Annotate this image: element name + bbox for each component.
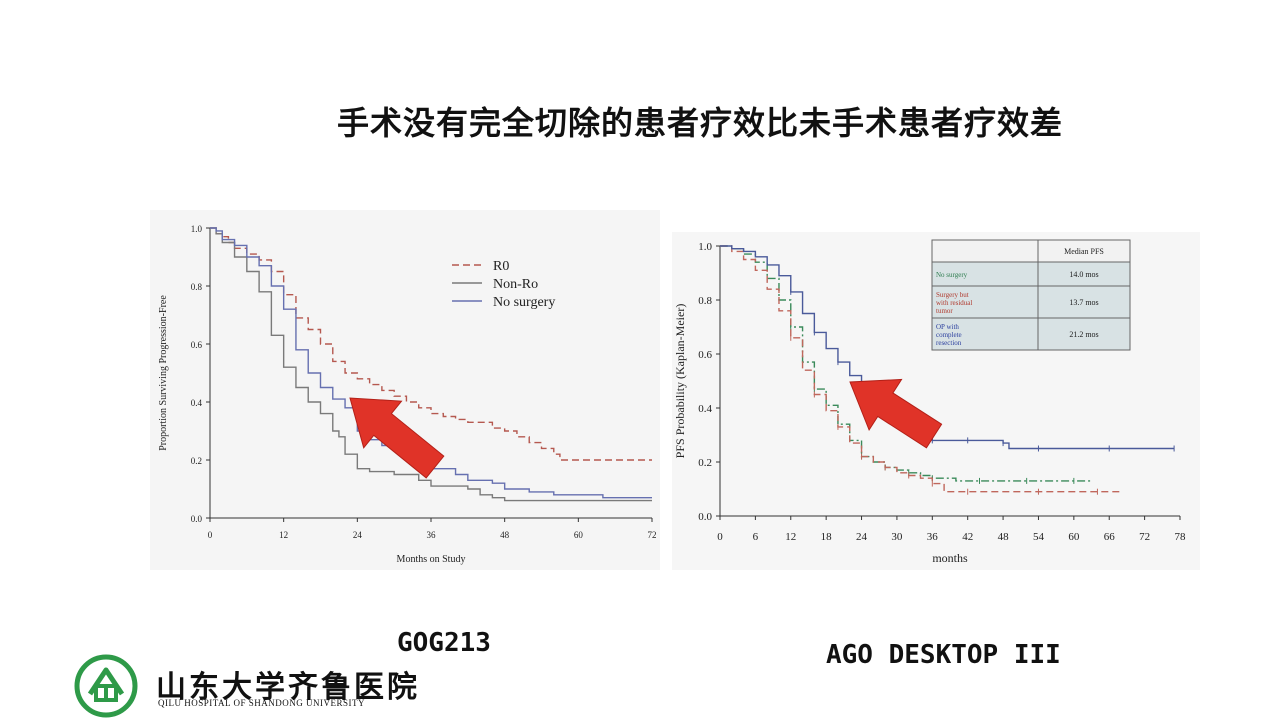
- x-axis-label: Months on Study: [397, 554, 466, 565]
- x-tick-label: 30: [891, 531, 903, 543]
- series-line-2: [720, 245, 1122, 493]
- x-tick-label: 6: [753, 531, 759, 543]
- y-tick-label: 0.2: [191, 456, 202, 466]
- table-row-value: 13.7 mos: [1069, 298, 1098, 307]
- y-tick-label: 1.0: [191, 224, 203, 234]
- x-tick-label: 36: [927, 531, 939, 543]
- table-header-label: Median PFS: [1064, 247, 1104, 256]
- ago-chart-svg: 0 6 12 18 24 30 36 42 48 54 60 66 72 78 0.0 0.2 0.4 0.6 0.…: [673, 239, 1187, 565]
- x-tick-label: 36: [427, 530, 437, 540]
- y-axis-label: Proportion Surviving Progression-Free: [158, 295, 169, 451]
- y-tick-label: 0.8: [191, 282, 203, 292]
- x-tick-label: 24: [353, 530, 363, 540]
- x-tick-label: 18: [821, 531, 833, 543]
- x-tick-label: 0: [208, 530, 213, 540]
- slide-title: 手术没有完全切除的患者疗效比未手术患者疗效差: [336, 104, 1063, 142]
- legend-label: R0: [493, 259, 509, 274]
- table-row-label: with residual: [936, 299, 972, 307]
- hospital-logo-icon: [74, 654, 138, 718]
- y-tick-label: 0.6: [191, 340, 203, 350]
- y-tick-label: 0.0: [698, 511, 712, 523]
- gog213-chart-svg: 0 12 24 36 48 60 72 0.0 0.2 0.4 0.6 0.8 1.0 Months on…: [158, 224, 657, 565]
- table-row-label: complete: [936, 331, 962, 339]
- x-tick-label: 42: [962, 531, 973, 543]
- x-tick-label: 24: [856, 531, 868, 543]
- series-line-2: [210, 227, 652, 502]
- x-tick-label: 72: [1139, 531, 1150, 543]
- y-tick-label: 0.8: [698, 295, 712, 307]
- ago-desktop-km-chart: 0 6 12 18 24 30 36 42 48 54 60 66 72 78 0.0 0.2 0.4 0.6 0.…: [672, 232, 1200, 570]
- x-tick-label: 66: [1104, 531, 1116, 543]
- table-row-label: OP with: [936, 323, 959, 331]
- table-row-value: 14.0 mos: [1069, 270, 1098, 279]
- x-tick-label: 54: [1033, 531, 1045, 543]
- gog213-km-chart: 0 12 24 36 48 60 72 0.0 0.2 0.4 0.6 0.8 1.0 Months on…: [150, 210, 660, 570]
- x-tick-label: 48: [500, 530, 510, 540]
- red-arrow-icon: [349, 397, 445, 479]
- x-tick-label: 60: [1068, 531, 1080, 543]
- table-row-label: Surgery but: [936, 291, 969, 299]
- series-line-1: [210, 227, 652, 461]
- table-row-label: tumor: [936, 307, 953, 315]
- x-tick-label: 78: [1175, 531, 1187, 543]
- table-row-value: 21.2 mos: [1069, 330, 1098, 339]
- x-tick-label: 12: [785, 531, 796, 543]
- y-axis-label: PFS Probability (Kaplan-Meier): [673, 304, 687, 459]
- x-tick-label: 72: [648, 530, 657, 540]
- y-tick-label: 0.2: [698, 457, 712, 469]
- table-row-label: resection: [936, 339, 962, 347]
- y-tick-label: 0.4: [191, 398, 203, 408]
- legend-label: No surgery: [493, 295, 555, 310]
- table-row-label: No surgery: [936, 271, 968, 279]
- red-arrow-icon: [849, 378, 943, 449]
- x-tick-label: 48: [998, 531, 1010, 543]
- x-tick-label: 12: [279, 530, 288, 540]
- legend-label: Non-Ro: [493, 277, 538, 292]
- y-tick-label: 0.4: [698, 403, 712, 415]
- y-tick-label: 0.0: [191, 514, 203, 524]
- x-axis-label: months: [932, 551, 968, 565]
- x-tick-label: 60: [574, 530, 584, 540]
- x-tick-label: 0: [717, 531, 723, 543]
- y-tick-label: 1.0: [698, 241, 712, 253]
- caption-ago-desktop: AGO DESKTOP III: [826, 640, 1061, 670]
- caption-gog213: GOG213: [397, 628, 491, 658]
- hospital-name-en: QILU HOSPITAL OF SHANDONG UNIVERSITY: [158, 698, 365, 708]
- hospital-name-cn: 山东大学齐鲁医院: [156, 670, 420, 705]
- y-tick-label: 0.6: [698, 349, 712, 361]
